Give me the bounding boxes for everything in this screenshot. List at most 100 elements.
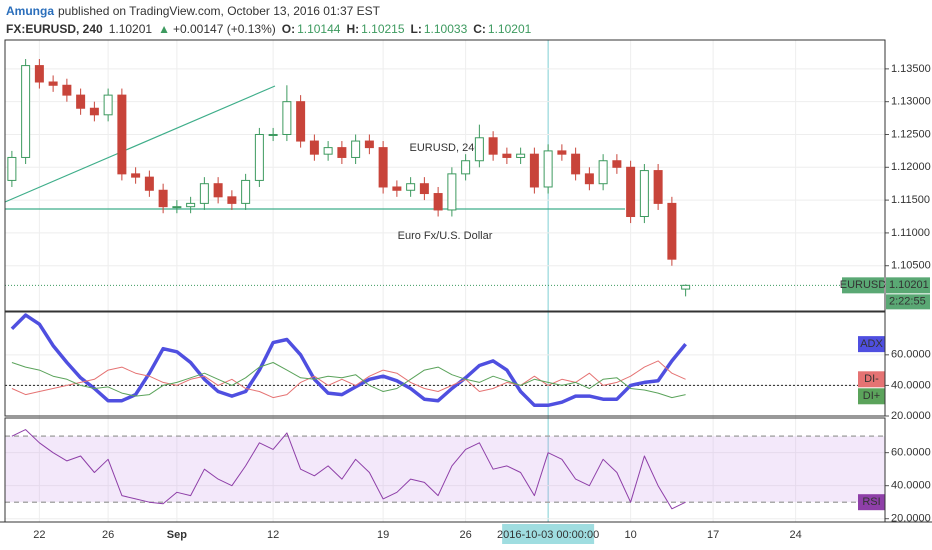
candle-body — [639, 170, 649, 218]
candle-body — [296, 101, 306, 142]
x-tick-label: 26 — [102, 529, 114, 541]
candle-body — [626, 166, 636, 218]
candle-body — [502, 153, 512, 158]
candle-body — [282, 101, 292, 135]
candle-body — [103, 94, 113, 116]
l-label: L: — [411, 22, 422, 36]
author[interactable]: Amunga — [6, 4, 54, 18]
x-tick-label: 19 — [377, 529, 389, 541]
symbol-tag-bg — [842, 277, 884, 294]
series-line — [11, 362, 686, 399]
candle-body — [516, 153, 526, 158]
watermark: EURUSD, 240 — [410, 142, 481, 154]
y-tick-label: 1.13500 — [891, 63, 931, 75]
candle-body — [323, 147, 333, 155]
legend-label: RSI — [862, 496, 880, 508]
crosshair-label: 2016-10-03 00:00:00 — [497, 529, 599, 541]
header-line: Amunga published on TradingView.com, Octo… — [6, 4, 381, 18]
candle-body — [158, 189, 168, 208]
o-label: O: — [282, 22, 295, 36]
y-tick-label: 1.12500 — [891, 128, 931, 140]
trend-line — [4, 85, 276, 203]
candle-body — [34, 65, 44, 83]
y-tick-label: 1.11000 — [891, 227, 930, 239]
quote-line: FX:EURUSD, 240 1.10201 ▲ +0.00147 (+0.13%) O… — [6, 22, 532, 36]
change: +0.00147 (+0.13%) — [173, 22, 276, 36]
legend-label: DI- — [864, 373, 879, 385]
candle-body — [571, 153, 581, 175]
y-tick-label: 40.0000 — [891, 379, 931, 391]
symbol-tag: EURUSD — [840, 279, 887, 291]
series-line — [11, 360, 686, 399]
price: 1.10201 — [109, 22, 153, 36]
rsi-band — [5, 436, 885, 503]
series-line — [11, 429, 686, 510]
candle-body — [433, 193, 443, 211]
candle-body — [419, 183, 429, 195]
candle-body — [254, 133, 264, 181]
candle-body — [392, 186, 402, 191]
x-tick-label: 12 — [267, 529, 279, 541]
candle-body — [529, 153, 539, 188]
series-tag-bg — [858, 494, 885, 511]
candle-body — [76, 94, 86, 109]
countdown: 2:22:55 — [889, 296, 926, 308]
candle-body — [474, 137, 484, 162]
y-tick-label: 20.0000 — [891, 410, 931, 422]
candle-body — [667, 202, 677, 260]
o-value: 1.10144 — [297, 22, 341, 36]
series-tag-bg — [858, 388, 885, 405]
candle-body — [213, 183, 223, 198]
h-label: H: — [346, 22, 359, 36]
candle-body — [461, 160, 471, 175]
x-tick-label: 26 — [460, 529, 472, 541]
published: published on TradingView.com, October 13… — [58, 4, 381, 18]
y-tick-label: 60.0000 — [891, 349, 931, 361]
candle-body — [117, 94, 127, 175]
candle-body — [7, 156, 17, 181]
pane-frame — [4, 311, 886, 417]
candle-body — [584, 173, 594, 185]
candle-body — [488, 137, 498, 155]
l-value: 1.10033 — [424, 22, 468, 36]
candle-body — [681, 284, 691, 290]
x-tick-label: Sep — [167, 529, 187, 541]
c-label: C: — [473, 22, 486, 36]
candle-body — [447, 173, 457, 211]
series-tag-bg — [858, 371, 885, 388]
watermark-subtitle: Euro Fx/U.S. Dollar — [398, 230, 493, 242]
legend-label: ADX — [860, 338, 883, 350]
y-tick-label: 60.0000 — [891, 447, 931, 459]
candle-body — [89, 107, 99, 116]
y-tick-label: 1.11500 — [891, 194, 930, 206]
price-tag-bg — [886, 277, 930, 294]
candle-body — [406, 183, 416, 191]
candle-body — [309, 140, 319, 155]
x-tick-label: 17 — [707, 529, 719, 541]
candle-body — [227, 196, 237, 204]
candle-body — [378, 147, 388, 188]
candle-body — [268, 133, 278, 136]
symbol: FX:EURUSD, 240 — [6, 22, 103, 36]
candle-body — [144, 176, 154, 191]
series-line — [10, 313, 687, 408]
candle-body — [241, 179, 251, 204]
y-tick-label: 40.0000 — [891, 480, 931, 492]
candle-body — [337, 147, 347, 158]
arrow: ▲ — [158, 22, 170, 36]
candle-body — [598, 160, 608, 185]
y-tick-label: 1.10500 — [891, 260, 931, 272]
c-value: 1.10201 — [488, 22, 532, 36]
y-tick-label: 1.13000 — [891, 96, 931, 108]
candle-body — [653, 170, 663, 204]
candle-body — [364, 140, 374, 149]
x-tick-label: 10 — [625, 529, 637, 541]
x-tick-label: 22 — [33, 529, 45, 541]
candle-body — [131, 173, 141, 178]
candle-body — [172, 206, 182, 209]
candle-body — [351, 140, 361, 158]
crosshair-label-bg — [502, 524, 595, 544]
candle-body — [543, 150, 553, 188]
candle-body — [199, 183, 209, 204]
